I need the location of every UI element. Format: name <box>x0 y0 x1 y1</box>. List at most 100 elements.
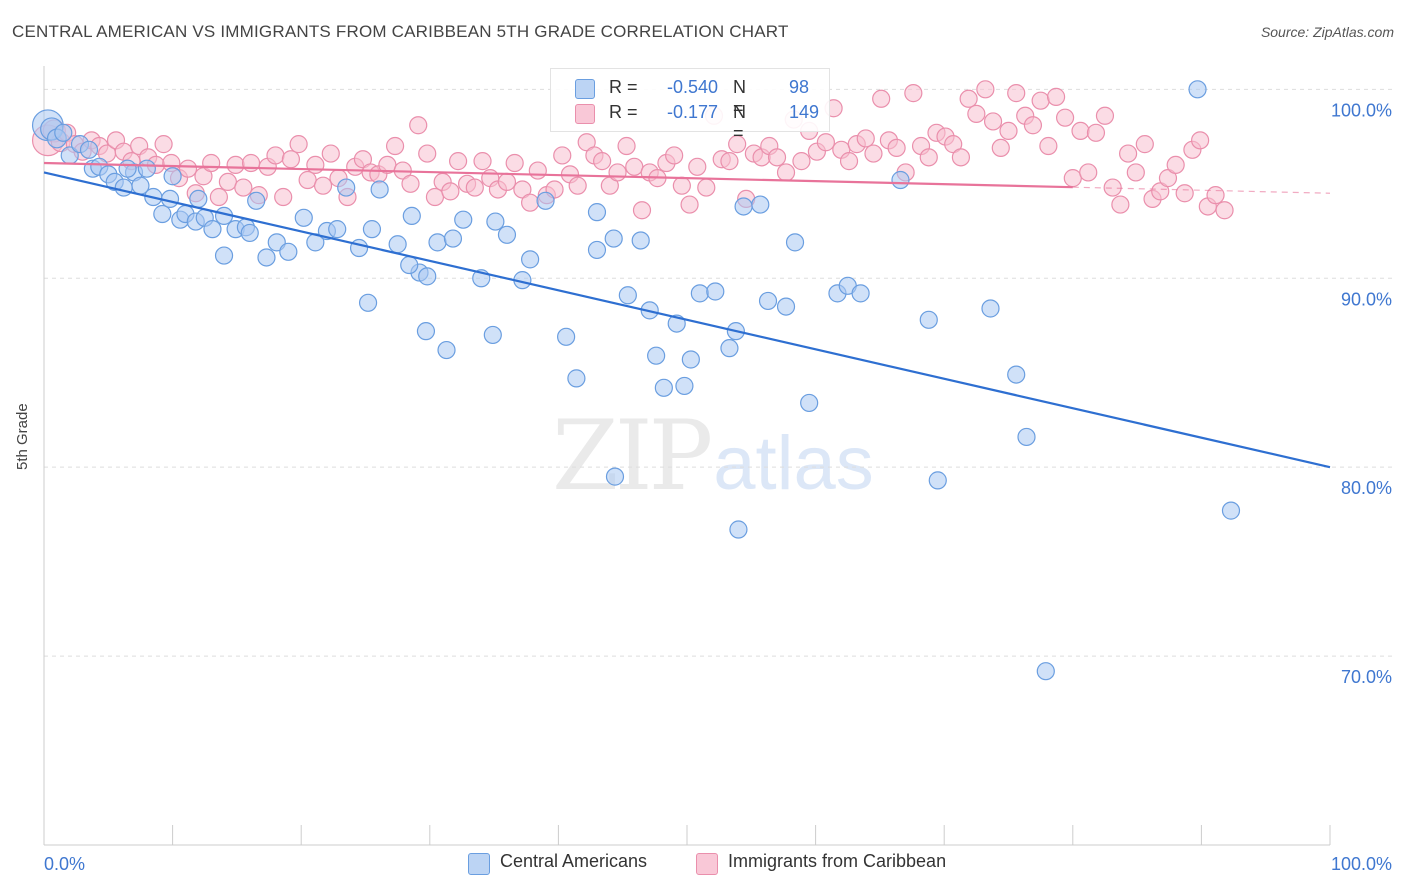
data-point <box>792 152 811 171</box>
data-point <box>274 187 293 207</box>
data-point <box>720 152 739 171</box>
data-point <box>758 291 778 311</box>
data-point <box>203 220 222 239</box>
data-point <box>647 346 666 365</box>
data-point <box>337 178 356 197</box>
data-point <box>234 178 253 197</box>
data-point <box>465 178 484 197</box>
legend-r-value: -0.177 <box>667 102 719 122</box>
data-point <box>675 376 694 396</box>
data-point <box>505 153 524 173</box>
data-point <box>473 152 492 171</box>
trend-line <box>43 171 1331 469</box>
data-point <box>1206 186 1225 205</box>
legend-swatch-pink <box>696 853 718 875</box>
legend-label: Immigrants from Caribbean <box>728 851 947 871</box>
data-point <box>425 187 445 207</box>
data-point <box>887 138 906 158</box>
legend-n-label: N = <box>733 102 746 143</box>
data-point <box>1079 163 1098 182</box>
data-point <box>1103 178 1122 197</box>
data-point <box>266 146 285 165</box>
data-point <box>1221 501 1241 520</box>
data-point <box>604 229 623 248</box>
data-point <box>137 159 156 178</box>
data-point <box>665 146 684 165</box>
legend-n-value: 98 <box>789 77 810 97</box>
data-point <box>153 204 172 224</box>
data-point <box>388 235 407 254</box>
data-point <box>891 170 910 190</box>
data-point <box>1046 87 1066 106</box>
data-point <box>632 201 652 220</box>
data-point <box>1071 121 1090 140</box>
data-point <box>1007 365 1026 384</box>
legend-swatch-pink <box>575 104 595 124</box>
legend-label: Central Americans <box>500 851 648 871</box>
data-point <box>593 152 612 171</box>
tick-labels: 100.0% 90.0% 80.0% 70.0% 0.0% 100.0% <box>44 100 1392 874</box>
data-point <box>202 153 221 173</box>
data-point <box>402 206 421 226</box>
data-point <box>257 248 276 267</box>
data-point <box>776 163 796 182</box>
data-point <box>281 150 301 169</box>
data-point <box>767 148 787 167</box>
data-point <box>654 378 673 397</box>
trend-lines <box>43 161 1331 469</box>
data-point <box>1175 184 1194 203</box>
data-point <box>240 223 259 243</box>
data-point <box>536 191 555 210</box>
data-point <box>720 339 739 358</box>
data-point <box>999 121 1018 140</box>
data-point <box>959 89 978 108</box>
data-point <box>313 176 333 195</box>
y-tick-label: 70.0% <box>1341 667 1392 687</box>
correlation-legend: R = -0.540 N = 98 R = -0.177 N = 149 <box>550 68 830 143</box>
data-point <box>189 189 208 209</box>
data-point <box>567 369 586 388</box>
data-point <box>154 135 173 154</box>
data-point <box>706 282 725 301</box>
data-point <box>409 116 428 135</box>
watermark: ZIPatlas <box>552 400 874 512</box>
data-point <box>521 250 540 269</box>
data-point <box>289 135 308 154</box>
data-point <box>991 138 1010 158</box>
data-point <box>587 240 607 260</box>
data-point <box>448 152 468 171</box>
data-point <box>1191 131 1210 150</box>
data-point <box>1017 427 1036 447</box>
data-point <box>864 144 883 163</box>
trend-line <box>43 161 1073 189</box>
legend-swatch-blue <box>468 853 490 875</box>
data-point <box>839 152 859 171</box>
data-point <box>401 174 420 193</box>
data-point <box>856 129 875 148</box>
data-point <box>1031 91 1050 110</box>
legend-n-label: N = <box>733 77 746 118</box>
data-point <box>358 293 378 312</box>
data-point <box>79 140 99 159</box>
data-point <box>1055 108 1075 127</box>
data-point <box>981 299 1000 318</box>
data-point <box>1111 195 1130 214</box>
legend-swatch-blue <box>575 79 595 99</box>
data-point <box>370 180 389 199</box>
data-point <box>681 350 700 369</box>
data-point <box>178 159 198 178</box>
data-point <box>416 322 436 341</box>
data-point <box>951 148 971 167</box>
data-point <box>1215 201 1234 220</box>
data-point <box>1188 80 1207 99</box>
data-point <box>385 136 405 156</box>
gridlines <box>44 88 1392 657</box>
data-point <box>557 327 576 346</box>
data-point <box>631 231 650 250</box>
y-tick-label: 80.0% <box>1341 478 1392 498</box>
data-point <box>568 176 587 195</box>
data-point <box>728 135 747 154</box>
data-point <box>247 191 266 210</box>
data-point <box>1135 135 1154 154</box>
